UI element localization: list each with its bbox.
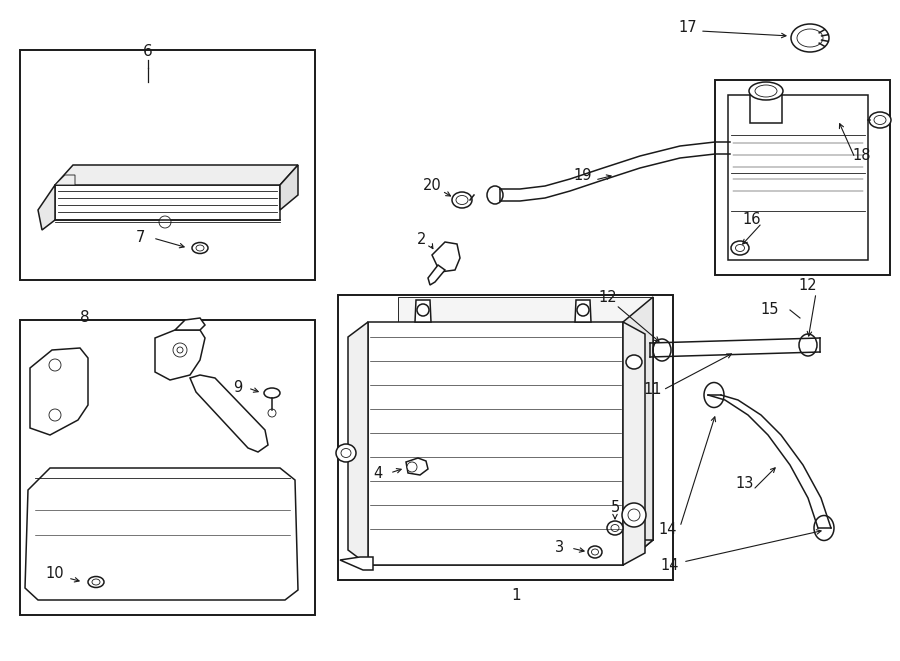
Polygon shape bbox=[280, 165, 298, 210]
Text: 9: 9 bbox=[233, 381, 243, 395]
Circle shape bbox=[407, 462, 417, 472]
Text: 10: 10 bbox=[46, 566, 64, 582]
Bar bbox=[750, 95, 782, 123]
Ellipse shape bbox=[591, 549, 599, 555]
Circle shape bbox=[577, 304, 589, 316]
Ellipse shape bbox=[88, 576, 104, 588]
Text: 8: 8 bbox=[80, 311, 90, 325]
Polygon shape bbox=[432, 242, 460, 272]
Text: 11: 11 bbox=[644, 383, 662, 397]
Text: 14: 14 bbox=[659, 522, 677, 537]
Text: 16: 16 bbox=[742, 212, 761, 227]
Bar bbox=[20, 50, 315, 280]
Ellipse shape bbox=[797, 29, 823, 47]
Polygon shape bbox=[55, 185, 280, 220]
Text: 19: 19 bbox=[574, 167, 592, 182]
Circle shape bbox=[628, 509, 640, 521]
Ellipse shape bbox=[588, 546, 602, 558]
Bar bbox=[338, 295, 673, 580]
Text: 7: 7 bbox=[135, 231, 145, 245]
Ellipse shape bbox=[611, 524, 619, 531]
Text: 20: 20 bbox=[423, 178, 441, 192]
Ellipse shape bbox=[607, 521, 623, 535]
Text: 5: 5 bbox=[610, 500, 619, 516]
Ellipse shape bbox=[452, 192, 472, 208]
Polygon shape bbox=[398, 297, 653, 540]
Polygon shape bbox=[728, 95, 868, 260]
Ellipse shape bbox=[487, 186, 503, 204]
Ellipse shape bbox=[456, 196, 468, 204]
Ellipse shape bbox=[336, 444, 356, 462]
Bar bbox=[715, 80, 890, 275]
Polygon shape bbox=[415, 300, 431, 322]
Circle shape bbox=[49, 409, 61, 421]
Polygon shape bbox=[155, 330, 205, 380]
Ellipse shape bbox=[874, 116, 886, 124]
Text: 4: 4 bbox=[374, 465, 382, 481]
Circle shape bbox=[159, 216, 171, 228]
Ellipse shape bbox=[731, 241, 749, 255]
Ellipse shape bbox=[626, 355, 642, 369]
Text: 14: 14 bbox=[661, 557, 680, 572]
Circle shape bbox=[417, 304, 429, 316]
Polygon shape bbox=[340, 557, 373, 570]
Polygon shape bbox=[55, 175, 75, 185]
Polygon shape bbox=[175, 318, 205, 330]
Ellipse shape bbox=[735, 245, 744, 251]
Text: 6: 6 bbox=[143, 44, 153, 59]
Ellipse shape bbox=[341, 449, 351, 457]
Polygon shape bbox=[38, 185, 55, 230]
Ellipse shape bbox=[755, 85, 777, 97]
Text: 3: 3 bbox=[555, 541, 564, 555]
Polygon shape bbox=[190, 375, 268, 452]
Text: 13: 13 bbox=[736, 475, 754, 490]
Ellipse shape bbox=[92, 579, 100, 585]
Circle shape bbox=[622, 503, 646, 527]
Ellipse shape bbox=[264, 388, 280, 398]
Ellipse shape bbox=[749, 82, 783, 100]
Polygon shape bbox=[55, 165, 298, 185]
Ellipse shape bbox=[192, 243, 208, 254]
Circle shape bbox=[177, 347, 183, 353]
Text: 12: 12 bbox=[598, 290, 617, 305]
Ellipse shape bbox=[196, 245, 204, 251]
Text: 15: 15 bbox=[760, 303, 779, 317]
Circle shape bbox=[49, 359, 61, 371]
Text: 1: 1 bbox=[511, 588, 521, 603]
Polygon shape bbox=[368, 540, 653, 565]
Bar bbox=[20, 320, 315, 615]
Polygon shape bbox=[348, 322, 368, 565]
Polygon shape bbox=[575, 300, 591, 322]
Polygon shape bbox=[428, 265, 445, 285]
Polygon shape bbox=[623, 322, 645, 565]
Polygon shape bbox=[623, 297, 653, 565]
Circle shape bbox=[173, 343, 187, 357]
Text: 17: 17 bbox=[679, 20, 698, 36]
Ellipse shape bbox=[869, 112, 891, 128]
Text: 2: 2 bbox=[418, 233, 427, 247]
Text: 12: 12 bbox=[798, 278, 817, 293]
Bar bbox=[368, 322, 623, 565]
Polygon shape bbox=[30, 348, 88, 435]
Circle shape bbox=[268, 409, 276, 417]
Text: 18: 18 bbox=[853, 147, 871, 163]
Ellipse shape bbox=[791, 24, 829, 52]
Polygon shape bbox=[25, 468, 298, 600]
Polygon shape bbox=[406, 458, 428, 475]
